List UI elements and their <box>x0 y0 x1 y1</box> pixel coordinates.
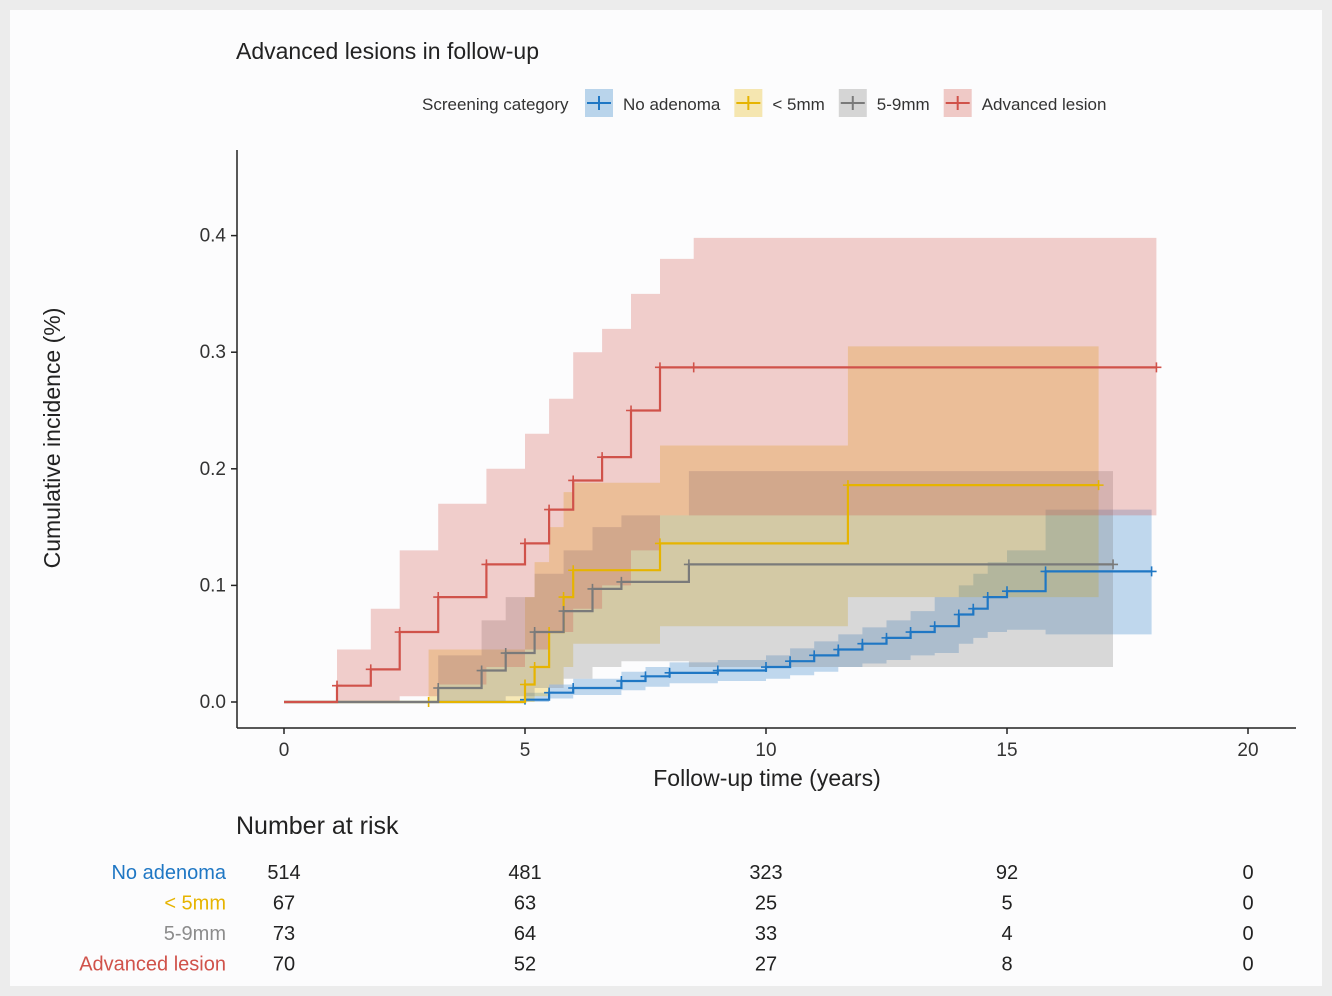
censor-mark-3-4 <box>433 592 444 603</box>
ci-band-1 <box>284 346 1099 702</box>
censor-mark-3-13 <box>1151 362 1162 373</box>
risk-value-0-2: 323 <box>749 862 782 884</box>
risk-value-3-1: 52 <box>514 954 536 976</box>
censor-mark-3-10 <box>626 405 637 416</box>
censor-mark-2-5 <box>558 606 569 617</box>
censor-mark-0-9 <box>785 656 796 667</box>
legend-title: Screening category <box>422 95 569 114</box>
censor-mark-0-17 <box>968 603 979 614</box>
censor-mark-3-7 <box>544 504 555 515</box>
censor-mark-3-8 <box>568 475 579 486</box>
chart-title: Advanced lesions in follow-up <box>236 38 539 64</box>
censor-mark-0-14 <box>905 627 916 638</box>
risk-value-3-4: 0 <box>1242 954 1253 976</box>
risk-value-2-0: 73 <box>273 923 295 945</box>
censor-mark-0-21 <box>1146 566 1157 577</box>
risk-value-0-1: 481 <box>508 862 541 884</box>
legend-label-2: 5-9mm <box>877 95 930 114</box>
censor-mark-0-19 <box>1002 586 1012 597</box>
x-tick-label-3: 15 <box>996 740 1017 761</box>
censor-mark-2-2 <box>476 665 487 676</box>
censor-mark-3-5 <box>481 559 492 570</box>
risk-value-1-0: 67 <box>273 893 295 915</box>
risk-table-title: Number at risk <box>236 812 399 840</box>
censor-mark-0-5 <box>640 671 651 682</box>
censor-mark-3-11 <box>654 362 665 373</box>
risk-value-0-4: 0 <box>1242 862 1253 884</box>
censor-mark-0-12 <box>857 638 868 649</box>
censor-mark-2-8 <box>683 559 694 570</box>
censor-mark-2-1 <box>433 683 444 694</box>
censor-mark-2-9 <box>1108 559 1119 570</box>
y-tick-label-1: 0.1 <box>200 575 226 596</box>
risk-value-1-3: 5 <box>1001 893 1012 915</box>
censor-mark-0-7 <box>712 665 723 676</box>
censor-mark-1-8 <box>842 480 853 491</box>
risk-value-1-2: 25 <box>755 893 777 915</box>
risk-value-3-2: 27 <box>755 954 777 976</box>
y-tick-label-2: 0.2 <box>200 459 226 480</box>
ci-band-3 <box>284 237 1157 702</box>
risk-row-label-3: Advanced lesion <box>79 954 226 976</box>
x-tick-label-0: 0 <box>279 740 290 761</box>
figure-panel <box>10 10 1322 986</box>
censor-mark-0-3 <box>568 683 579 694</box>
risk-value-3-3: 8 <box>1001 954 1012 976</box>
y-axis-title: Cumulative incidence (%) <box>39 308 65 569</box>
censor-mark-0-10 <box>809 650 820 661</box>
censor-mark-2-4 <box>529 627 540 638</box>
x-tick-label-2: 10 <box>755 740 776 761</box>
censor-mark-0-16 <box>953 609 964 620</box>
censor-mark-3-9 <box>597 452 608 463</box>
x-tick-label-1: 5 <box>520 740 531 761</box>
censor-mark-2-3 <box>500 648 511 659</box>
y-tick-label-3: 0.3 <box>200 342 226 363</box>
censor-mark-1-6 <box>568 565 579 576</box>
censor-mark-1-9 <box>1093 480 1104 491</box>
km-line-2 <box>284 563 1113 704</box>
censor-mark-1-7 <box>654 538 665 549</box>
censor-mark-1-5 <box>558 592 569 603</box>
censor-mark-0-18 <box>982 592 993 603</box>
ci-band-2 <box>284 471 1113 702</box>
censor-mark-0-2 <box>544 687 555 698</box>
y-tick-label-4: 0.4 <box>200 226 227 247</box>
risk-row-label-0: No adenoma <box>111 862 226 884</box>
risk-value-2-2: 33 <box>755 923 777 945</box>
y-tick-label-0: 0.0 <box>200 692 226 713</box>
censor-mark-0-13 <box>881 632 892 643</box>
legend-label-0: No adenoma <box>623 95 721 114</box>
censor-mark-3-6 <box>520 538 530 549</box>
risk-value-3-0: 70 <box>273 954 295 976</box>
censor-mark-0-6 <box>664 667 675 678</box>
risk-row-label-2: 5-9mm <box>164 923 226 945</box>
risk-value-2-1: 64 <box>514 923 536 945</box>
risk-value-1-4: 0 <box>1242 893 1253 915</box>
legend-label-1: < 5mm <box>772 95 824 114</box>
censor-mark-3-3 <box>394 627 405 638</box>
censor-mark-2-7 <box>616 576 627 587</box>
censor-mark-3-12 <box>688 362 699 373</box>
censor-mark-0-11 <box>833 644 844 655</box>
legend-label-3: Advanced lesion <box>982 95 1107 114</box>
risk-value-1-1: 63 <box>514 893 536 915</box>
risk-row-label-1: < 5mm <box>164 893 226 915</box>
censor-mark-1-2 <box>520 679 530 690</box>
censor-mark-3-2 <box>365 664 376 675</box>
risk-value-0-3: 92 <box>996 862 1018 884</box>
x-axis-title: Follow-up time (years) <box>653 765 881 791</box>
censor-mark-0-8 <box>761 662 771 673</box>
risk-value-2-3: 4 <box>1001 923 1012 945</box>
censor-mark-3-1 <box>332 680 343 691</box>
risk-value-2-4: 0 <box>1242 923 1253 945</box>
ci-band-0 <box>284 509 1152 702</box>
censor-mark-0-20 <box>1040 566 1051 577</box>
censor-mark-2-6 <box>587 583 598 594</box>
censor-mark-1-3 <box>529 662 540 673</box>
censor-mark-0-4 <box>616 676 627 687</box>
risk-value-0-0: 514 <box>267 862 300 884</box>
censor-mark-0-15 <box>929 621 940 632</box>
x-tick-label-4: 20 <box>1237 740 1258 761</box>
